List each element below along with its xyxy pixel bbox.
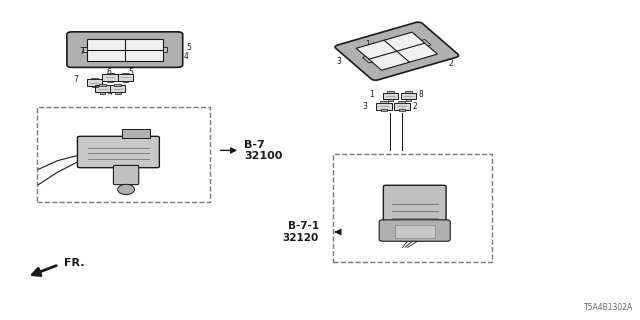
Bar bbox=[122, 73, 129, 74]
Bar bbox=[37, 107, 210, 202]
FancyBboxPatch shape bbox=[335, 22, 459, 80]
Bar bbox=[380, 101, 388, 103]
Bar bbox=[333, 154, 492, 262]
Text: 3: 3 bbox=[362, 102, 367, 111]
FancyBboxPatch shape bbox=[113, 165, 139, 185]
FancyBboxPatch shape bbox=[356, 32, 437, 70]
FancyBboxPatch shape bbox=[394, 103, 410, 110]
Text: 32100: 32100 bbox=[244, 151, 283, 161]
Text: 5: 5 bbox=[128, 68, 133, 77]
Bar bbox=[115, 92, 120, 94]
FancyBboxPatch shape bbox=[110, 85, 125, 92]
Text: 6: 6 bbox=[106, 68, 111, 77]
Text: FR.: FR. bbox=[64, 258, 84, 268]
FancyBboxPatch shape bbox=[383, 92, 398, 100]
Bar bbox=[106, 73, 114, 74]
Text: 5: 5 bbox=[186, 43, 191, 52]
Text: 4: 4 bbox=[108, 88, 113, 97]
FancyBboxPatch shape bbox=[87, 79, 102, 86]
Bar bbox=[91, 78, 99, 79]
Text: T5A4B1302A: T5A4B1302A bbox=[584, 303, 634, 312]
Bar bbox=[123, 81, 128, 82]
Text: 3: 3 bbox=[337, 57, 342, 66]
FancyBboxPatch shape bbox=[67, 32, 183, 68]
Bar bbox=[398, 101, 406, 103]
Bar bbox=[99, 84, 106, 86]
Text: 1: 1 bbox=[369, 90, 374, 99]
Text: B-7: B-7 bbox=[244, 140, 265, 150]
FancyBboxPatch shape bbox=[376, 103, 392, 110]
Text: 2: 2 bbox=[412, 102, 417, 111]
Bar bbox=[100, 92, 105, 94]
Text: 1: 1 bbox=[365, 40, 371, 49]
Text: 8: 8 bbox=[419, 90, 424, 99]
Bar bbox=[114, 84, 122, 86]
Bar bbox=[387, 91, 394, 93]
Text: B-7-1: B-7-1 bbox=[287, 221, 319, 231]
Text: 32120: 32120 bbox=[282, 233, 319, 243]
Bar bbox=[83, 47, 87, 52]
Bar bbox=[363, 57, 372, 63]
Text: 4: 4 bbox=[183, 52, 188, 61]
Bar bbox=[388, 99, 393, 101]
FancyBboxPatch shape bbox=[118, 74, 133, 81]
Bar bbox=[405, 91, 412, 93]
Text: 8: 8 bbox=[423, 42, 428, 51]
Text: 2: 2 bbox=[449, 60, 454, 68]
FancyBboxPatch shape bbox=[383, 185, 446, 223]
FancyBboxPatch shape bbox=[380, 220, 451, 241]
Bar bbox=[92, 86, 97, 87]
FancyBboxPatch shape bbox=[102, 74, 118, 81]
FancyBboxPatch shape bbox=[401, 92, 416, 100]
Bar bbox=[406, 99, 411, 101]
Text: 6: 6 bbox=[92, 39, 97, 48]
Text: 7: 7 bbox=[79, 47, 84, 56]
Bar bbox=[399, 109, 404, 111]
Bar bbox=[108, 81, 113, 82]
Ellipse shape bbox=[118, 184, 134, 195]
Text: 7: 7 bbox=[73, 75, 78, 84]
Bar bbox=[422, 39, 431, 46]
Bar bbox=[395, 225, 435, 238]
FancyBboxPatch shape bbox=[122, 129, 150, 138]
FancyBboxPatch shape bbox=[95, 85, 110, 92]
FancyBboxPatch shape bbox=[77, 136, 159, 168]
Bar bbox=[381, 109, 387, 111]
Bar bbox=[163, 47, 167, 52]
FancyBboxPatch shape bbox=[87, 39, 163, 60]
